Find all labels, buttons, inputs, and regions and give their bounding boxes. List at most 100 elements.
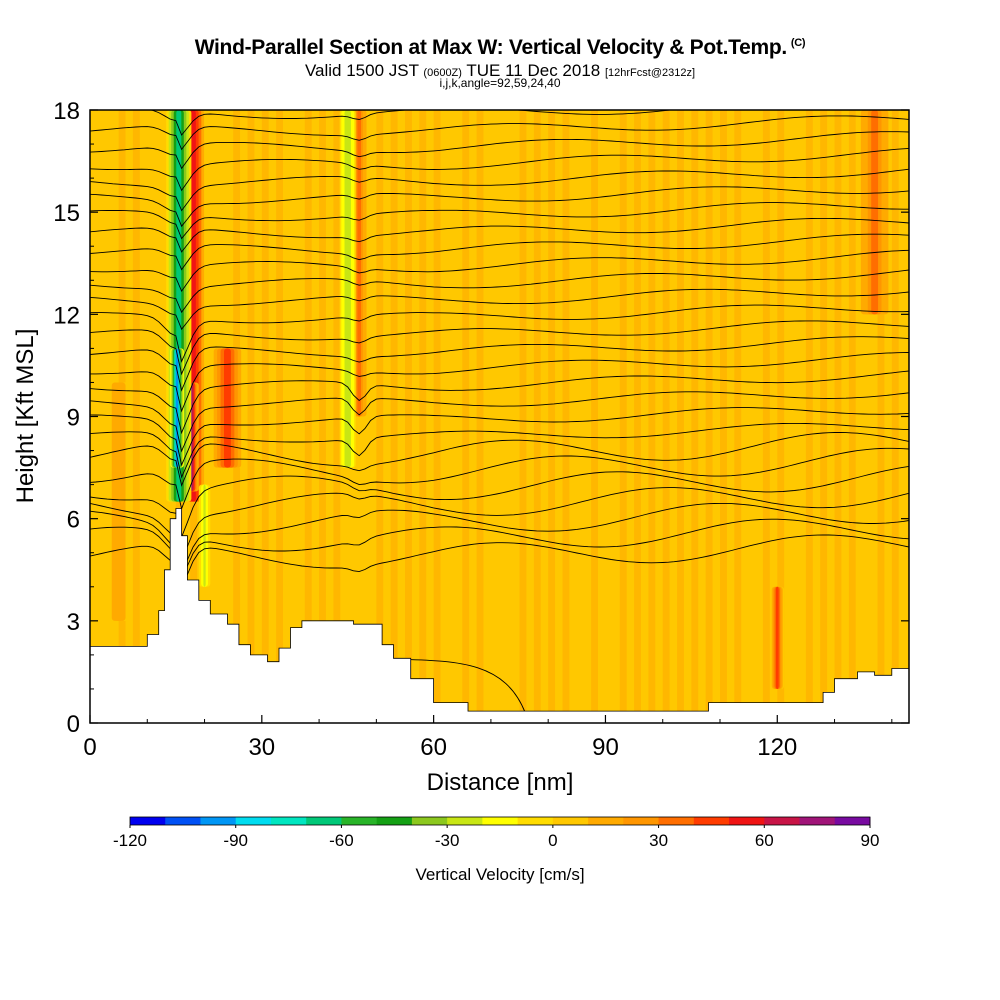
colorbar-swatch [623, 817, 660, 825]
y-tick-label: 6 [67, 507, 80, 534]
field-variation [433, 110, 441, 723]
field-variation [290, 110, 298, 723]
field-variation [648, 110, 656, 723]
updraft-band [775, 586, 779, 689]
field-variation [333, 110, 341, 723]
field-variation [476, 110, 484, 723]
isentrope-line [148, 110, 674, 136]
isentrope-line [90, 320, 909, 376]
isentrope-line [90, 249, 909, 293]
terrain-profile [90, 508, 909, 723]
field-variation [791, 110, 799, 723]
isentrope-line [90, 186, 909, 228]
colorbar-swatch [200, 817, 237, 825]
downdraft-band [175, 348, 179, 468]
x-tick-label: 90 [592, 734, 619, 761]
colorbar-swatch [341, 817, 378, 825]
field-variation [877, 110, 885, 723]
updraft-band [357, 110, 362, 417]
colorbar-tick-label: -30 [435, 831, 460, 850]
field-variation [748, 110, 756, 723]
chart-title: Wind-Parallel Section at Max W: Vertical… [194, 36, 806, 59]
field-variation [390, 110, 398, 723]
colorbar-tick-label: 30 [649, 831, 668, 850]
field-variation [462, 110, 470, 723]
colorbar-swatch [235, 817, 272, 825]
isentrope-line [90, 432, 909, 487]
colorbar-swatch [834, 817, 871, 825]
isentrope-line [90, 487, 909, 562]
field-variation [605, 110, 613, 723]
downdraft-band [346, 110, 350, 468]
y-tick-label: 18 [53, 98, 80, 125]
field-variation [261, 110, 269, 723]
colorbar-swatch [165, 817, 201, 825]
colorbar-swatch [130, 817, 166, 825]
isentrope-line [90, 288, 909, 331]
field-variation [691, 110, 699, 723]
colorbar-swatch [306, 817, 342, 825]
colorbar-tick-label: 60 [755, 831, 774, 850]
x-tick-label: 0 [83, 734, 96, 761]
field-variation [762, 110, 770, 723]
y-axis-title: Height [Kft MSL] [12, 329, 39, 504]
field-variation [147, 110, 155, 723]
colorbar-tick-label: 90 [861, 831, 880, 850]
field-variation [848, 110, 856, 723]
colorbar-tick-label: -90 [223, 831, 248, 850]
y-tick-label: 0 [67, 711, 80, 738]
field-variation [362, 110, 369, 723]
x-tick-label: 120 [757, 734, 797, 761]
field-variation [734, 110, 742, 723]
y-axis: 0 3 6 9 12 15 18 [53, 98, 909, 738]
field-variation [490, 110, 498, 723]
field-variation [519, 110, 527, 723]
x-tick-label: 30 [248, 734, 275, 761]
isentrope-line [90, 304, 909, 363]
isentrope-line [90, 518, 909, 580]
field-variation [891, 110, 899, 723]
isentrope-line [90, 336, 909, 392]
colorbar-swatch [552, 817, 589, 825]
isentrope-line [90, 202, 909, 240]
colorbar-tick-label: -120 [113, 831, 147, 850]
field-variation [548, 110, 556, 723]
isentrope-line [90, 233, 909, 271]
field-variation [677, 110, 684, 723]
colorbar-swatch [376, 817, 413, 825]
y-tick-label: 3 [67, 609, 80, 636]
field-variation [405, 110, 412, 723]
y-tick-label: 9 [67, 405, 80, 432]
colorbar-tick-label: 0 [548, 831, 557, 850]
field-variation [562, 110, 570, 723]
isentrope-line [90, 370, 909, 435]
colorbar-swatch [270, 817, 307, 825]
isentrope-line [90, 391, 909, 453]
colorbar-title: Vertical Velocity [cm/s] [415, 865, 584, 884]
colorbar-tick-label: -60 [329, 831, 354, 850]
isentrope-line [90, 131, 909, 170]
x-axis-title: Distance [nm] [427, 769, 574, 796]
downdraft-band [203, 484, 206, 587]
colorbar-swatch [799, 817, 836, 825]
field-variation [662, 110, 670, 723]
isentrope-line [90, 217, 909, 253]
field-variation [132, 110, 140, 723]
field-variation [319, 110, 326, 723]
field-variation [834, 110, 842, 723]
colorbar-swatch [517, 817, 554, 825]
field-variation [276, 110, 284, 723]
field-variation [419, 110, 427, 723]
isentrope-line [90, 168, 909, 212]
isentrope-line [90, 407, 909, 467]
field-variation [247, 110, 255, 723]
field-variation [619, 110, 627, 723]
colorbar-swatch [588, 817, 624, 825]
isentrope-line [90, 422, 909, 479]
colorbar-swatch [447, 817, 483, 825]
isentrope-line [90, 115, 909, 151]
colorbar: -120 -90 -60 -30 0 30 60 90 [113, 816, 880, 850]
colorbar-swatch [729, 817, 765, 825]
isentrope-line [90, 147, 909, 192]
